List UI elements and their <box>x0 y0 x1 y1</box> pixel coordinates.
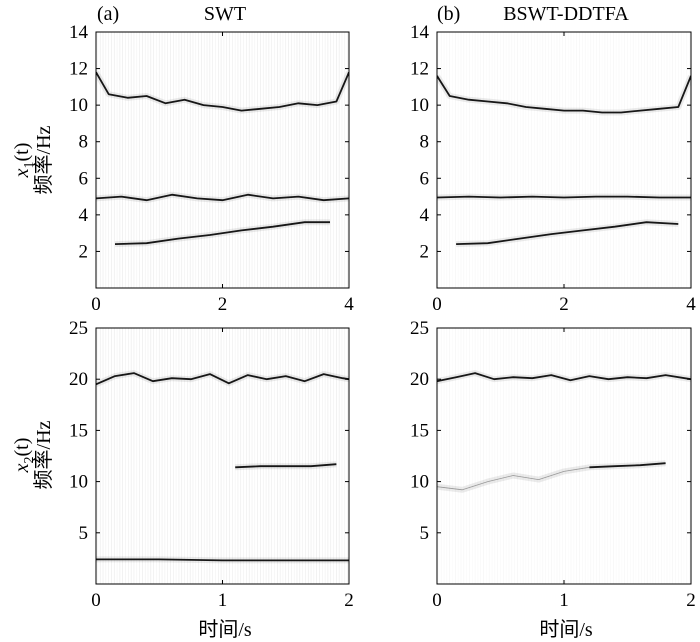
ridge-component-faint <box>437 466 590 491</box>
row2-ylabel-text: 频率/Hz <box>32 420 55 489</box>
panel-2: 2 4 6 8 10 12 14 0 2 4 <box>410 22 696 315</box>
ytick-label: 14 <box>410 22 430 43</box>
ytick-label: 10 <box>410 472 429 493</box>
ytick-label: 2 <box>79 241 89 262</box>
ytick-label: 20 <box>69 369 88 390</box>
ytick-label: 6 <box>79 168 89 189</box>
ytick-label: 4 <box>420 205 430 226</box>
xtick-label: 2 <box>686 590 696 611</box>
ytick-label: 10 <box>69 95 88 116</box>
row1-signal-arg: (t) <box>11 143 33 162</box>
xtick-label: 0 <box>91 294 101 315</box>
ridge-component-low <box>114 221 330 245</box>
xlabel-left: 时间/s <box>198 618 252 641</box>
ytick-label: 12 <box>69 59 88 80</box>
ridge-component-mid <box>589 462 666 469</box>
xtick-label: 1 <box>218 590 228 611</box>
panel-3: 5 10 15 20 25 0 1 2 <box>69 318 354 611</box>
ytick-label: 4 <box>79 205 89 226</box>
row2-signal-ylabel: x2(t) <box>11 438 37 474</box>
panel-a-tag: (a) <box>97 3 119 25</box>
row2-freq-ylabel: 频率/Hz <box>32 420 55 489</box>
xtick-label: 0 <box>432 294 442 315</box>
ridge-component-mid <box>235 463 337 469</box>
ridge-component-high <box>437 372 691 383</box>
ytick-label: 14 <box>69 22 89 43</box>
col-b-title: BSWT-DDTFA <box>503 3 629 25</box>
col-a-title: SWT <box>204 3 246 25</box>
row2-signal-sub: 2 <box>22 457 37 464</box>
panel-plot-area <box>96 32 349 288</box>
ridge-component-low <box>456 221 679 245</box>
ytick-label: 12 <box>410 59 429 80</box>
xtick-label: 2 <box>344 590 354 611</box>
panel-plot-area <box>437 32 691 288</box>
ytick-label: 6 <box>420 168 430 189</box>
ytick-label: 20 <box>410 369 429 390</box>
svg-text:x1(t): x1(t) <box>11 143 37 179</box>
row1-signal-ylabel: x1(t) <box>11 143 37 179</box>
row2-signal-var: x <box>11 463 33 473</box>
row1-signal-var: x <box>11 168 33 178</box>
ytick-label: 15 <box>69 420 88 441</box>
ytick-label: 10 <box>69 472 88 493</box>
ytick-label: 15 <box>410 420 429 441</box>
panel-4: 5 10 15 20 25 0 1 2 <box>410 318 696 611</box>
ridge-component-mid <box>437 195 691 199</box>
ridge-component-high <box>96 71 349 112</box>
panel-b-tag: (b) <box>437 3 460 25</box>
panel-plot-area <box>96 328 349 584</box>
svg-text:x2(t): x2(t) <box>11 438 37 474</box>
xtick-label: 2 <box>559 294 569 315</box>
ridge-component-mid <box>96 193 349 202</box>
ytick-label: 8 <box>79 132 89 153</box>
row2-signal-arg: (t) <box>11 438 33 457</box>
ytick-label: 8 <box>420 132 430 153</box>
xtick-label: 0 <box>91 590 101 611</box>
xtick-label: 1 <box>559 590 569 611</box>
panel-plot-area <box>437 328 691 584</box>
ridge-component-high <box>437 75 691 114</box>
ytick-label: 2 <box>420 241 430 262</box>
xtick-label: 0 <box>432 590 442 611</box>
xtick-label: 4 <box>686 294 696 315</box>
xtick-label: 2 <box>218 294 228 315</box>
row1-freq-ylabel: 频率/Hz <box>32 125 55 194</box>
ytick-label: 25 <box>410 318 429 339</box>
ytick-label: 5 <box>79 523 89 544</box>
xtick-label: 4 <box>344 294 354 315</box>
panel-1: 2 4 6 8 10 12 14 0 2 4 <box>69 22 354 315</box>
row1-ylabel-text: 频率/Hz <box>32 125 55 194</box>
xlabel-right: 时间/s <box>539 618 593 641</box>
ridge-component-low <box>96 558 349 562</box>
row1-signal-sub: 1 <box>22 162 37 169</box>
ridge-component-high <box>96 372 349 386</box>
ridge-halo-component-faint <box>437 464 590 493</box>
ytick-label: 25 <box>69 318 88 339</box>
ytick-label: 10 <box>410 95 429 116</box>
ytick-label: 5 <box>420 523 430 544</box>
